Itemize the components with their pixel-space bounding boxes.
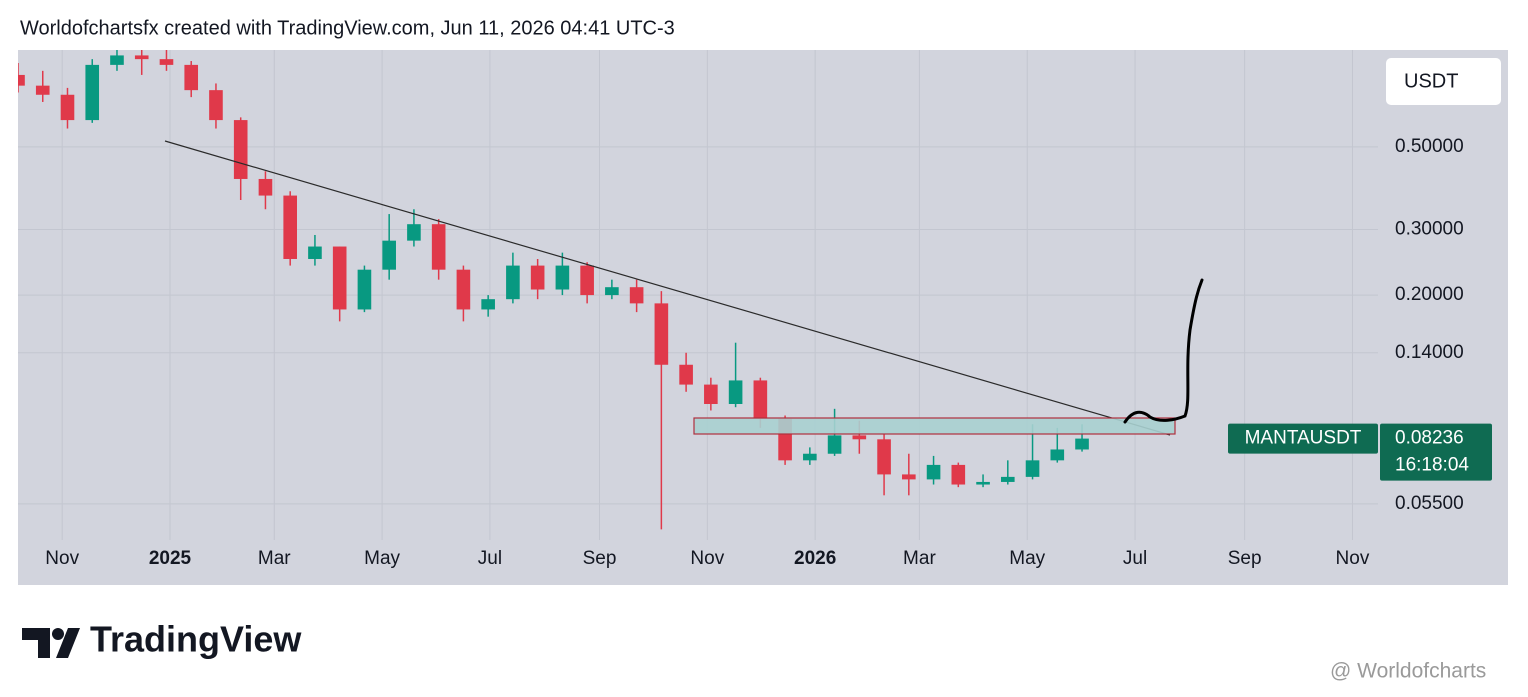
- x-tick-label: Nov: [1336, 548, 1370, 569]
- brand-name: TradingView: [90, 619, 302, 660]
- candle-body: [258, 178, 273, 196]
- axes: 0.50000 0.30000 0.20000 0.14000 0.05500 Nov 20…: [45, 136, 1463, 569]
- trend-line: [164, 140, 1171, 436]
- grid: [18, 50, 1378, 540]
- candle-body: [654, 303, 669, 365]
- last-price: 0.08236: [1395, 428, 1464, 449]
- symbol-box: [1228, 423, 1378, 454]
- logo-mark: [56, 628, 80, 658]
- candle-body: [827, 435, 842, 454]
- watermark: @ Worldofcharts: [1330, 660, 1486, 683]
- x-tick-label: Jul: [478, 548, 502, 569]
- last-price-box: [1380, 423, 1492, 481]
- candle-body: [407, 224, 421, 241]
- chart-panel: [18, 50, 1508, 585]
- candle-body: [283, 195, 297, 259]
- x-tick-label: Mar: [258, 548, 291, 569]
- drawings: [164, 140, 1204, 436]
- currency-label: USDT: [1404, 70, 1458, 92]
- x-tick-label: May: [364, 548, 400, 569]
- candle-body: [308, 246, 322, 259]
- candle-body: [481, 299, 495, 310]
- candle-body: [1050, 449, 1065, 461]
- candle-body: [357, 269, 372, 310]
- countdown: 16:18:04: [1395, 455, 1469, 476]
- candle-body: [605, 287, 619, 296]
- candle-body: [159, 59, 174, 65]
- candle-body: [704, 384, 718, 404]
- candle-body: [209, 90, 223, 121]
- header-text: Worldofchartsfx created with TradingView…: [20, 17, 675, 39]
- candle-body: [1075, 438, 1089, 450]
- candle-body: [976, 481, 990, 485]
- symbol-label: MANTAUSDT: [1245, 428, 1362, 449]
- candle-body: [530, 265, 545, 290]
- x-tick-label: Nov: [45, 548, 79, 569]
- brand-logo: [22, 628, 80, 658]
- candle-body: [110, 55, 124, 65]
- candle-body: [753, 380, 768, 419]
- candle-body: [852, 435, 867, 440]
- y-tick-label: 0.20000: [1395, 284, 1464, 305]
- candle-body: [728, 380, 743, 404]
- candle-body: [233, 120, 248, 179]
- x-tick-label: Sep: [1228, 548, 1262, 569]
- candle-body: [877, 439, 891, 475]
- candle-body: [1000, 476, 1015, 482]
- candle-body: [18, 74, 25, 86]
- candle-body: [679, 364, 693, 385]
- x-tick-label: 2026: [794, 548, 836, 569]
- candle-body: [35, 85, 50, 95]
- x-tick-label: May: [1009, 548, 1045, 569]
- candle-body: [580, 265, 594, 296]
- projection-sketch: [1123, 278, 1204, 424]
- currency-button[interactable]: [1386, 58, 1501, 105]
- y-tick-label: 0.14000: [1395, 342, 1464, 363]
- candle-body: [332, 246, 347, 310]
- x-tick-label: Nov: [690, 548, 724, 569]
- support-zone: [693, 417, 1176, 435]
- candle-body: [85, 64, 100, 121]
- x-tick-label: Sep: [583, 548, 617, 569]
- candle-body: [456, 269, 471, 310]
- logo-mark: [22, 628, 50, 658]
- candle-body: [902, 474, 916, 480]
- logo-mark: [52, 628, 64, 640]
- candle-body: [506, 265, 520, 300]
- price-tag: MANTAUSDT 0.08236 16:18:04: [1228, 423, 1492, 481]
- candle-body: [60, 94, 75, 121]
- y-tick-label: 0.30000: [1395, 219, 1464, 240]
- candle-body: [926, 464, 941, 480]
- candle-body: [382, 240, 396, 270]
- y-tick-label: 0.05500: [1395, 493, 1464, 514]
- candle-body: [1025, 460, 1040, 477]
- x-tick-label: Jul: [1123, 548, 1147, 569]
- candle-body: [184, 64, 199, 91]
- candle-body: [555, 265, 570, 290]
- candle-body: [134, 55, 149, 60]
- candle-body: [629, 287, 644, 304]
- x-tick-label: 2025: [149, 548, 192, 569]
- candle-body: [803, 453, 817, 461]
- y-tick-label: 0.50000: [1395, 136, 1464, 157]
- candle-body: [431, 224, 446, 270]
- candle-body: [951, 464, 966, 485]
- x-tick-label: Mar: [903, 548, 936, 569]
